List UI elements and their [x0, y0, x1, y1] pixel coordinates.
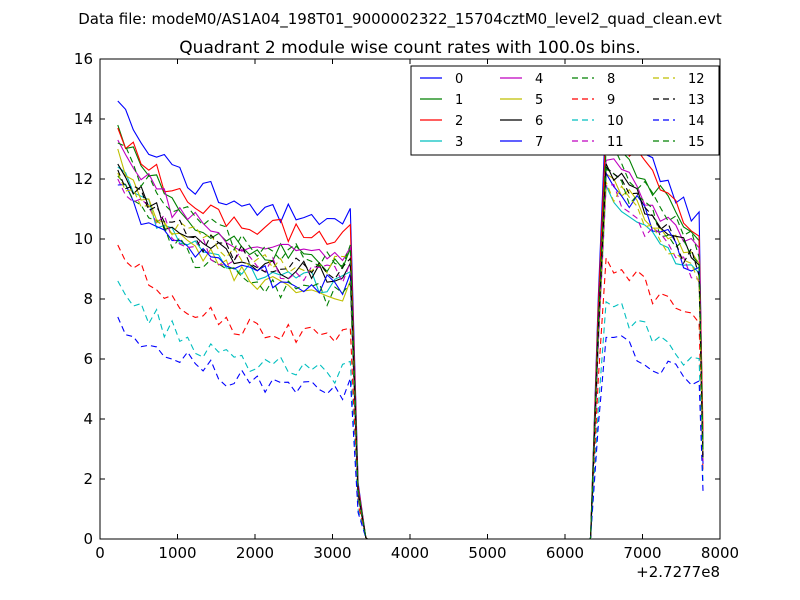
legend-label: 2 [455, 114, 463, 129]
chart-title: Quadrant 2 module wise count rates with … [179, 38, 640, 58]
series-line-8 [117, 168, 704, 540]
series-line-15 [117, 142, 704, 540]
legend-label: 12 [688, 72, 705, 87]
legend-item: 15 [653, 135, 705, 150]
legend-frame [410, 65, 720, 156]
legend-label: 14 [688, 114, 705, 129]
y-tick-label: 0 [83, 530, 93, 548]
legend-item: 5 [500, 93, 543, 108]
x-tick-label: 2000 [236, 544, 274, 562]
series-line-5 [117, 148, 704, 540]
y-tick-label: 2 [83, 470, 93, 488]
series-line-0 [117, 100, 704, 540]
series-layer [117, 100, 704, 540]
legend-label: 5 [535, 93, 543, 108]
legend-label: 7 [535, 135, 543, 150]
y-tick-label: 10 [74, 230, 93, 248]
legend-label: 6 [535, 114, 543, 129]
series-line-13 [117, 166, 704, 540]
x-tick-label: 6000 [546, 544, 584, 562]
y-tick-label: 6 [83, 350, 93, 368]
x-tick-label: 4000 [391, 544, 429, 562]
x-tick-label: 0 [95, 544, 105, 562]
legend-label: 8 [607, 72, 615, 87]
series-line-4 [117, 139, 704, 540]
y-tick-label: 16 [74, 50, 93, 68]
legend-label: 4 [535, 72, 543, 87]
series-line-2 [117, 124, 704, 540]
y-tick-label: 12 [74, 170, 93, 188]
legend-label: 11 [607, 135, 624, 150]
y-tick-label: 8 [83, 290, 93, 308]
legend-label: 10 [607, 114, 624, 129]
x-tick-label: 1000 [158, 544, 196, 562]
y-tick-label: 14 [74, 110, 93, 128]
legend-item: 8 [572, 72, 615, 87]
x-offset-label: +2.7277e8 [636, 563, 720, 581]
x-tick-label: 5000 [468, 544, 506, 562]
series-line-6 [117, 163, 704, 540]
legend-item: 1 [420, 93, 463, 108]
legend-label: 0 [455, 72, 463, 87]
legend-item: 13 [653, 93, 705, 108]
chart-suptitle: Data file: modeM0/AS1A04_198T01_90000023… [78, 10, 722, 29]
legend-item: 14 [653, 114, 705, 129]
series-line-14 [117, 316, 704, 540]
legend-item: 9 [572, 93, 615, 108]
legend-label: 9 [607, 93, 615, 108]
legend-label: 13 [688, 93, 705, 108]
legend-label: 15 [688, 135, 705, 150]
legend-item: 6 [500, 114, 543, 129]
legend-item: 2 [420, 114, 463, 129]
legend-label: 3 [455, 135, 463, 150]
x-tick-label: 8000 [701, 544, 739, 562]
y-tick-label: 4 [83, 410, 93, 428]
series-line-9 [117, 244, 704, 540]
legend-item: 0 [420, 72, 463, 87]
series-line-7 [117, 171, 704, 540]
series-line-1 [117, 124, 704, 540]
x-tick-label: 7000 [623, 544, 661, 562]
legend-item: 7 [500, 135, 543, 150]
legend-item: 11 [572, 135, 624, 150]
legend-item: 10 [572, 114, 624, 129]
ticks-layer: 0 1000 2000 3000 4000 5000 6000 7000 80000246810… [74, 50, 739, 562]
legend-item: 3 [420, 135, 463, 150]
series-line-10 [117, 280, 704, 540]
x-tick-label: 3000 [313, 544, 351, 562]
legend-item: 4 [500, 72, 543, 87]
legend-label: 1 [455, 93, 463, 108]
series-line-11 [117, 178, 704, 540]
series-line-12 [117, 172, 704, 540]
legend-item: 12 [653, 72, 705, 87]
